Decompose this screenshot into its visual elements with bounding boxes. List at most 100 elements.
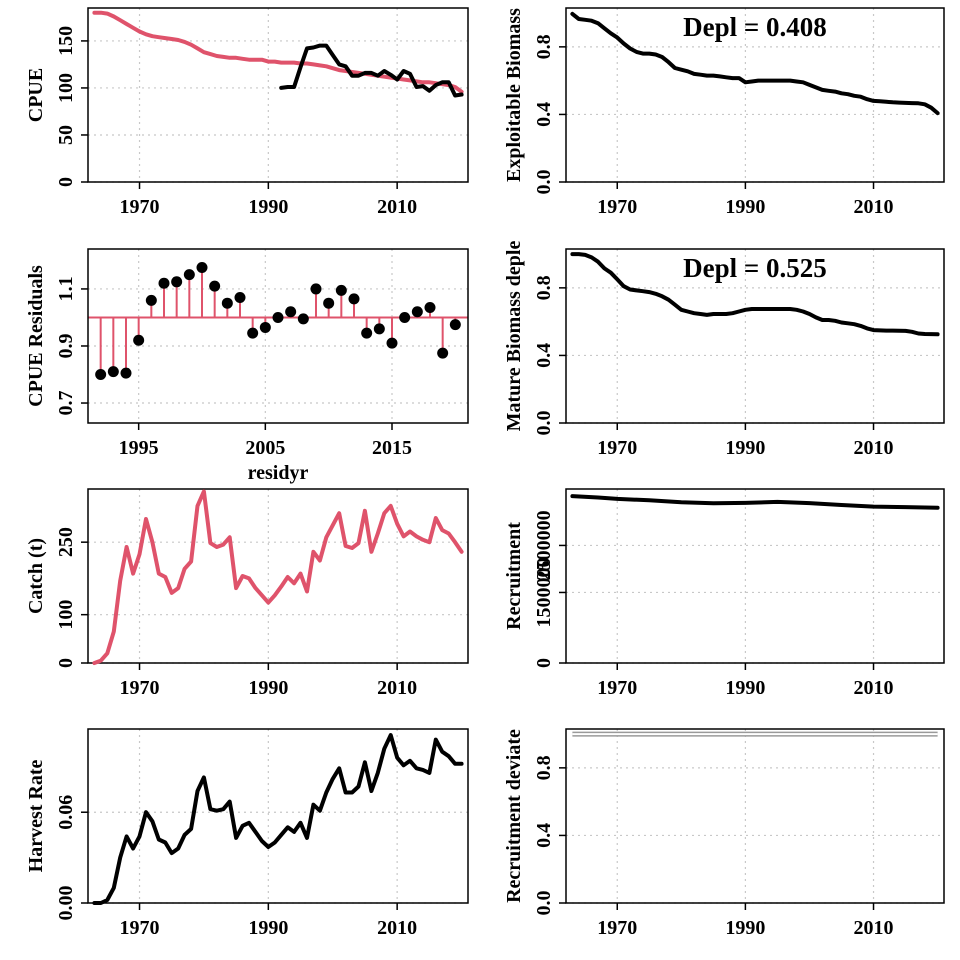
x-tick-label: 1990	[725, 437, 765, 459]
y-tick-label: 2500000	[533, 510, 555, 580]
y-tick-label: 1.1	[55, 276, 77, 301]
plot-frame	[565, 7, 945, 183]
x-axis-label: residyr	[248, 462, 309, 484]
residual-point	[133, 334, 145, 346]
x-tick-label: 1990	[248, 196, 288, 218]
plot-frame	[87, 7, 469, 183]
residual-point	[361, 327, 373, 339]
y-tick-label: 100	[55, 600, 77, 630]
y-tick-label: 250	[55, 527, 77, 557]
residual-point	[107, 366, 119, 378]
plot-frame	[565, 728, 945, 904]
y-axis-label: Harvest Rate	[25, 760, 47, 873]
x-tick-label: 2010	[854, 196, 894, 218]
y-tick-label: 0.4	[533, 823, 555, 848]
x-tick-label: 1970	[120, 917, 160, 939]
y-tick-label: 0.8	[533, 34, 555, 59]
y-tick-label: 1500000	[533, 557, 555, 627]
y-axis-label: CPUE	[25, 68, 47, 122]
x-tick-label: 2010	[377, 677, 417, 699]
series-line	[570, 494, 940, 510]
y-tick-label: 0.4	[533, 343, 555, 368]
series-line	[570, 252, 940, 337]
x-tick-label: 1990	[725, 917, 765, 939]
y-tick-label: 0.00	[55, 886, 77, 921]
plot-frame	[87, 728, 469, 904]
residual-point	[399, 311, 411, 323]
x-tick-label: 2010	[854, 437, 894, 459]
recdev-panel: 1970 1990 2010 0.0 0.4 0.8 Recruitment deviate	[503, 728, 945, 939]
residuals-panel: 1995 2005 2015 0.7 0.9 1.1 CPUE Residuals resid…	[25, 248, 469, 484]
x-tick-label: 1990	[248, 677, 288, 699]
x-tick-label: 1970	[597, 917, 637, 939]
y-tick-label: 0	[533, 658, 555, 668]
y-tick-label: 0.7	[55, 391, 77, 416]
residual-point	[221, 297, 233, 309]
x-tick-label: 1990	[725, 677, 765, 699]
y-tick-label: 50	[55, 125, 77, 145]
plot-frame	[565, 248, 945, 424]
y-axis-label: Mature Biomass deple	[503, 241, 525, 432]
exploitable-panel: 1970 1990 2010 0.0 0.4 0.8 Exploitable Biomass…	[503, 7, 945, 218]
x-tick-label: 1990	[248, 917, 288, 939]
residual-point	[272, 311, 284, 323]
y-tick-label: 0.8	[533, 275, 555, 300]
plot-frame	[87, 248, 469, 424]
plot-frame	[87, 488, 469, 664]
x-tick-label: 2010	[854, 677, 894, 699]
residual-point	[386, 337, 398, 349]
y-axis-label: CPUE Residuals	[25, 265, 47, 407]
cpue-panel: 1970 1990 2010 0 50 100 150 CPUE	[25, 7, 469, 218]
y-axis-label: Recruitment	[503, 522, 525, 630]
x-tick-label: 1970	[120, 196, 160, 218]
residual-point	[95, 369, 107, 381]
y-tick-label: 0.9	[55, 333, 77, 358]
residual-point	[120, 367, 132, 379]
y-tick-label: 150	[55, 26, 77, 56]
series-line	[92, 10, 464, 94]
mature-panel: 1970 1990 2010 0.0 0.4 0.8 Mature Biomass depl…	[503, 241, 945, 459]
y-tick-label: 100	[55, 73, 77, 103]
x-tick-label: 2015	[372, 437, 412, 459]
depletion-annotation: Depl = 0.408	[683, 12, 827, 42]
x-tick-label: 2005	[245, 437, 285, 459]
y-tick-label: 0	[55, 658, 77, 668]
residual-point	[335, 284, 347, 296]
y-axis-label: Exploitable Biomass	[503, 8, 525, 182]
x-tick-label: 2010	[854, 917, 894, 939]
residual-point	[424, 301, 436, 313]
residual-point	[247, 327, 259, 339]
catch-panel: 1970 1990 2010 0 100 250 Catch (t)	[25, 488, 469, 699]
y-tick-label: 0.0	[533, 170, 555, 195]
y-axis-label: Catch (t)	[25, 538, 47, 614]
residual-point	[437, 347, 449, 359]
residual-point	[171, 276, 183, 288]
residual-point	[411, 306, 423, 318]
y-tick-label: 0.4	[533, 102, 555, 127]
y-tick-label: 0	[55, 177, 77, 187]
residual-point	[297, 313, 309, 325]
x-tick-label: 1970	[597, 677, 637, 699]
x-tick-label: 1970	[597, 196, 637, 218]
residual-point	[158, 277, 170, 289]
residual-point	[183, 269, 195, 281]
residual-point	[285, 306, 297, 318]
residual-point	[323, 297, 335, 309]
series-line	[279, 43, 464, 98]
x-tick-label: 1995	[119, 437, 159, 459]
x-tick-label: 1990	[725, 196, 765, 218]
series-line	[92, 489, 464, 665]
residual-point	[259, 321, 271, 333]
y-axis-label: Recruitment deviate	[503, 729, 525, 903]
residual-point	[234, 291, 246, 303]
residual-point	[209, 280, 221, 292]
series-line	[570, 11, 940, 116]
x-tick-label: 2010	[377, 196, 417, 218]
residual-point	[310, 283, 322, 295]
x-tick-label: 1970	[597, 437, 637, 459]
residual-point	[348, 293, 360, 305]
x-tick-label: 2010	[377, 917, 417, 939]
depletion-annotation: Depl = 0.525	[683, 253, 827, 283]
